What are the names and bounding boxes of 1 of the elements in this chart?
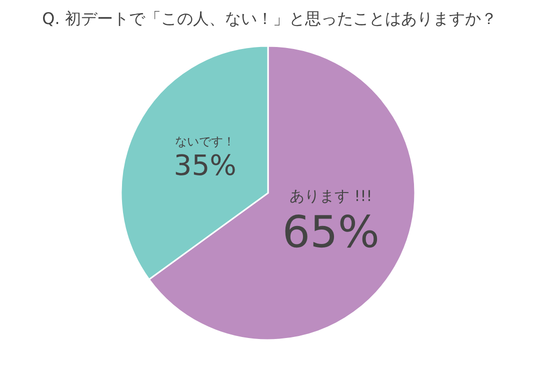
title: Q. 初デートで「この人、ない！」と思ったことはありますか？ (42, 9, 497, 28)
